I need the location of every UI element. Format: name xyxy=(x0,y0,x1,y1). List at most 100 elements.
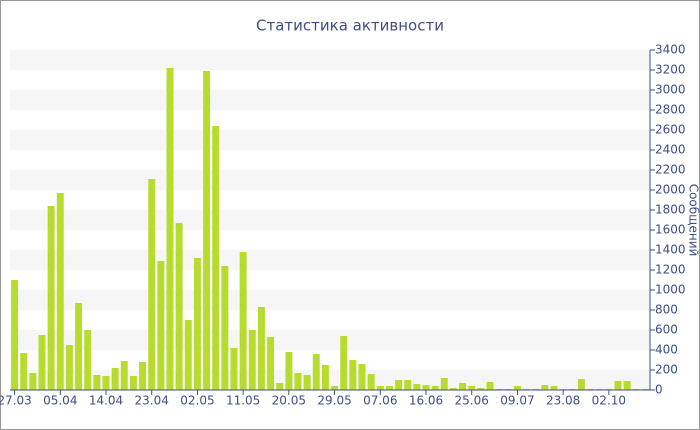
y-tick-label: 2400 xyxy=(655,143,686,157)
bar xyxy=(29,373,37,390)
x-tick-label: 09.07 xyxy=(500,394,534,408)
x-tick-label: 02.05 xyxy=(180,394,214,408)
bar xyxy=(56,193,64,390)
bar xyxy=(267,337,275,390)
bar xyxy=(120,361,128,390)
bar xyxy=(404,380,412,390)
bar xyxy=(175,223,183,390)
bar xyxy=(111,368,119,390)
bar xyxy=(340,336,348,390)
bar xyxy=(239,252,247,390)
bar xyxy=(422,385,430,390)
bar xyxy=(102,376,110,390)
bar xyxy=(20,353,28,390)
bar xyxy=(358,364,366,390)
bar xyxy=(129,376,137,390)
y-tick-label: 3400 xyxy=(655,43,686,57)
y-tick-label: 1200 xyxy=(655,263,686,277)
x-tick-label: 02.10 xyxy=(592,394,626,408)
y-tick-label: 1000 xyxy=(655,283,686,297)
x-tick-label: 25.06 xyxy=(455,394,489,408)
bar xyxy=(47,206,55,390)
y-tick-label: 0 xyxy=(655,383,663,397)
y-tick-label: 2200 xyxy=(655,163,686,177)
bar xyxy=(541,385,549,390)
bar xyxy=(148,179,156,390)
bar xyxy=(38,335,46,390)
x-tick-label: 23.08 xyxy=(546,394,580,408)
y-tick-label: 800 xyxy=(655,303,678,317)
bar xyxy=(385,386,393,390)
bar xyxy=(193,258,201,390)
bar xyxy=(577,379,585,390)
bar xyxy=(459,383,467,390)
bar xyxy=(230,348,238,390)
bar xyxy=(614,381,622,390)
bar xyxy=(11,280,19,390)
bar xyxy=(294,373,302,390)
x-tick-label: 16.06 xyxy=(409,394,443,408)
bar xyxy=(285,352,293,390)
y-tick-label: 600 xyxy=(655,323,678,337)
grid-band xyxy=(10,250,650,270)
x-tick-label: 11.05 xyxy=(226,394,260,408)
bar xyxy=(276,383,284,390)
x-tick-label: 05.04 xyxy=(43,394,77,408)
y-tick-label: 2000 xyxy=(655,183,686,197)
bar xyxy=(513,386,521,390)
bar xyxy=(75,303,83,390)
bar xyxy=(395,380,403,390)
bar xyxy=(84,330,92,390)
y-tick-label: 2600 xyxy=(655,123,686,137)
chart-title: Статистика активности xyxy=(256,17,444,35)
bar xyxy=(166,68,174,390)
x-tick-label: 14.04 xyxy=(89,394,123,408)
bar xyxy=(440,378,448,390)
bar xyxy=(184,320,192,390)
bar xyxy=(331,386,339,390)
grid-band xyxy=(10,330,650,350)
x-tick-label: 20.05 xyxy=(272,394,306,408)
bar xyxy=(221,266,229,390)
y-tick-label: 3200 xyxy=(655,63,686,77)
bar xyxy=(257,307,265,390)
bar xyxy=(157,261,165,390)
x-tick-label: 29.05 xyxy=(317,394,351,408)
grid-band xyxy=(10,210,650,230)
bar xyxy=(449,388,457,390)
bar xyxy=(93,375,101,390)
bar xyxy=(477,388,485,390)
y-tick-label: 1400 xyxy=(655,243,686,257)
bar xyxy=(623,381,631,390)
y-tick-label: 2800 xyxy=(655,103,686,117)
bar xyxy=(248,330,256,390)
y-axis-title: Сообщений xyxy=(687,184,700,257)
bar xyxy=(468,386,476,390)
grid-band xyxy=(10,130,650,150)
bar xyxy=(312,354,320,390)
bar xyxy=(376,386,384,390)
bar xyxy=(321,365,329,390)
bar xyxy=(413,384,421,390)
y-tick-label: 1800 xyxy=(655,203,686,217)
grid-band xyxy=(10,290,650,310)
bar xyxy=(139,362,147,390)
bar xyxy=(303,375,311,390)
grid-band xyxy=(10,90,650,110)
grid-band xyxy=(10,50,650,70)
bar xyxy=(65,345,73,390)
bar xyxy=(367,374,375,390)
bar xyxy=(212,126,220,390)
y-tick-label: 200 xyxy=(655,363,678,377)
x-tick-label: 23.04 xyxy=(135,394,169,408)
x-tick-label: 27.03 xyxy=(0,394,32,408)
y-tick-label: 1600 xyxy=(655,223,686,237)
bar xyxy=(550,386,558,390)
y-tick-label: 3000 xyxy=(655,83,686,97)
bar xyxy=(486,382,494,390)
grid-band xyxy=(10,170,650,190)
y-tick-label: 400 xyxy=(655,343,678,357)
bar xyxy=(349,360,357,390)
bar xyxy=(203,71,211,390)
